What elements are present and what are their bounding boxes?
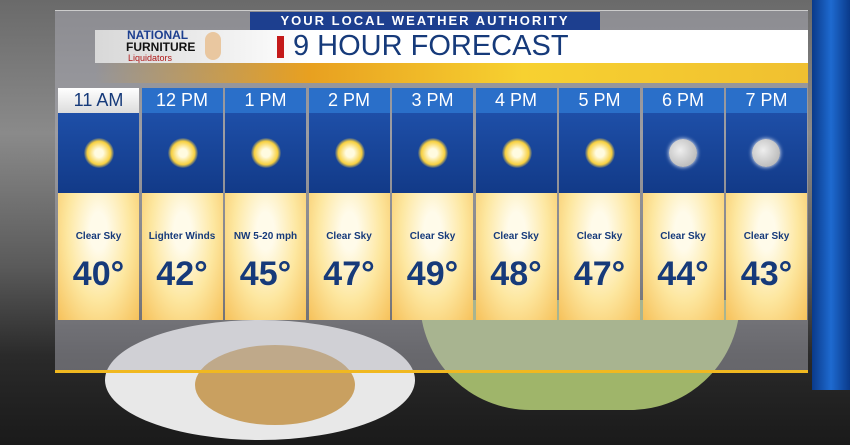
sponsor-line2: FURNITURE <box>126 40 196 54</box>
details-cell: Lighter Winds 42° <box>141 193 223 320</box>
condition-text: Clear Sky <box>326 231 372 242</box>
sponsor-line1: NATIONAL <box>127 28 189 42</box>
icon-cell <box>475 113 557 193</box>
icon-cell <box>225 113 306 193</box>
condition-text: Clear Sky <box>743 231 790 242</box>
temperature: 49° <box>406 255 459 293</box>
bottom-rule <box>55 370 808 373</box>
forecast-column: 1 PM NW 5-20 mph 45° <box>225 88 306 320</box>
hour-label: 3 PM <box>392 88 473 113</box>
forecast-column: 12 PM Lighter Winds 42° <box>141 88 223 320</box>
tagline: YOUR LOCAL WEATHER AUTHORITY <box>250 12 600 30</box>
details-cell: Clear Sky 44° <box>642 193 724 320</box>
icon-cell <box>726 113 807 193</box>
sun-icon <box>501 138 532 168</box>
icon-cell <box>559 113 640 193</box>
hour-label: 6 PM <box>642 88 724 113</box>
condition-text: Clear Sky <box>75 231 122 242</box>
hour-label: 11 AM <box>58 88 139 113</box>
sun-icon <box>418 138 448 168</box>
hour-label: 5 PM <box>559 88 640 113</box>
orange-band <box>95 63 808 83</box>
details-cell: Clear Sky 48° <box>475 193 557 320</box>
background-pancake <box>195 345 355 425</box>
temperature: 42° <box>156 255 208 293</box>
forecast-column: 2 PM Clear Sky 47° <box>308 88 390 320</box>
details-cell: Clear Sky 43° <box>726 193 807 320</box>
sun-icon <box>585 138 615 168</box>
hour-label: 2 PM <box>308 88 390 113</box>
icon-cell <box>308 113 390 193</box>
condition-text: NW 5-20 mph <box>233 231 298 242</box>
details-cell: Clear Sky 47° <box>308 193 390 320</box>
sun-icon <box>167 138 198 168</box>
details-cell: Clear Sky 47° <box>559 193 640 320</box>
hour-label: 1 PM <box>225 88 306 113</box>
condition-text: Clear Sky <box>576 231 623 242</box>
sun-icon <box>251 138 281 168</box>
forecast-column: 6 PM Clear Sky 44° <box>642 88 724 320</box>
forecast-column: 4 PM Clear Sky 48° <box>475 88 557 320</box>
icon-cell <box>141 113 223 193</box>
temperature: 43° <box>740 255 793 293</box>
sponsor-line3: Liquidators <box>128 53 173 63</box>
mascot-icon <box>205 32 221 60</box>
condition-text: Clear Sky <box>493 231 539 242</box>
forecast-column: 7 PM Clear Sky 43° <box>726 88 807 320</box>
temperature: 40° <box>72 255 125 293</box>
icon-cell <box>642 113 724 193</box>
title-accent-bar <box>277 36 284 58</box>
page-title: 9 HOUR FORECAST <box>293 30 569 62</box>
sponsor-logo: NATIONAL FURNITURE Liquidators <box>100 28 230 63</box>
condition-text: Clear Sky <box>660 231 706 242</box>
side-strip <box>812 0 850 390</box>
hour-label: 4 PM <box>475 88 557 113</box>
hour-label: 7 PM <box>726 88 807 113</box>
forecast-column: 11 AM Clear Sky 40° <box>58 88 139 320</box>
temperature: 47° <box>323 255 375 293</box>
temperature: 45° <box>239 255 292 293</box>
details-cell: NW 5-20 mph 45° <box>225 193 306 320</box>
icon-cell <box>392 113 473 193</box>
details-cell: Clear Sky 49° <box>392 193 473 320</box>
forecast-column: 5 PM Clear Sky 47° <box>559 88 640 320</box>
moon-icon <box>752 139 780 167</box>
condition-text: Lighter Winds <box>148 231 216 242</box>
forecast-column: 3 PM Clear Sky 49° <box>392 88 473 320</box>
details-cell: Clear Sky 40° <box>58 193 139 320</box>
sun-icon <box>334 138 365 168</box>
temperature: 47° <box>573 255 626 293</box>
condition-text: Clear Sky <box>409 231 456 242</box>
temperature: 48° <box>490 255 542 293</box>
hour-label: 12 PM <box>141 88 223 113</box>
sun-icon <box>84 138 114 168</box>
temperature: 44° <box>657 255 709 293</box>
moon-icon <box>668 139 697 167</box>
icon-cell <box>58 113 139 193</box>
